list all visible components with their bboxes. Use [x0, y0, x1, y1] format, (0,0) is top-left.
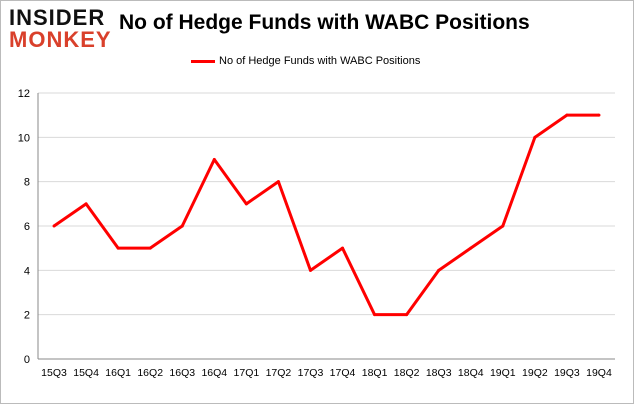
data-point: [341, 246, 345, 250]
data-point: [180, 224, 184, 228]
y-tick-label: 12: [18, 88, 30, 100]
data-point: [437, 268, 441, 272]
y-tick-label: 0: [24, 354, 30, 366]
x-tick-label: 18Q1: [362, 367, 388, 379]
logo-line1: INSIDER: [9, 5, 106, 30]
data-point: [52, 224, 56, 228]
data-point: [405, 313, 409, 317]
data-point: [597, 113, 601, 117]
data-point: [148, 246, 152, 250]
y-tick-label: 6: [24, 221, 30, 233]
x-tick-label: 19Q1: [490, 367, 516, 379]
x-tick-label: 15Q4: [73, 367, 99, 379]
chart-title: No of Hedge Funds with WABC Positions: [119, 11, 530, 34]
legend: No of Hedge Funds with WABC Positions: [191, 55, 420, 67]
legend-swatch: [191, 59, 215, 63]
data-point: [244, 202, 248, 206]
x-tick-label: 18Q4: [458, 367, 484, 379]
x-tick-label: 19Q2: [522, 367, 548, 379]
data-point: [84, 202, 88, 206]
data-point: [308, 268, 312, 272]
x-tick-label: 15Q3: [41, 367, 67, 379]
data-point: [276, 180, 280, 184]
data-point: [212, 158, 216, 161]
series-line: [53, 113, 599, 317]
x-tick-label: 16Q1: [105, 367, 131, 379]
data-point: [565, 113, 569, 117]
x-tick-label: 17Q4: [330, 367, 356, 379]
insider-monkey-logo: INSIDER MONKEY: [9, 7, 112, 51]
x-tick-label: 19Q4: [586, 367, 612, 379]
data-point: [469, 246, 473, 250]
data-point: [116, 246, 120, 250]
x-tick-label: 17Q1: [234, 367, 260, 379]
x-tick-label: 16Q2: [137, 367, 163, 379]
x-tick-label: 19Q3: [554, 367, 580, 379]
x-tick-label: 18Q2: [394, 367, 420, 379]
y-tick-label: 10: [18, 132, 30, 144]
x-tick-label: 17Q2: [266, 367, 292, 379]
logo-line2: MONKEY: [9, 27, 112, 52]
y-tick-label: 2: [24, 310, 30, 322]
x-tick-label: 16Q4: [201, 367, 227, 379]
y-tick-label: 8: [24, 177, 30, 189]
data-point: [501, 224, 505, 228]
y-tick-label: 4: [24, 265, 30, 277]
legend-label: No of Hedge Funds with WABC Positions: [219, 55, 421, 67]
x-tick-label: 16Q3: [169, 367, 195, 379]
x-tick-label: 17Q3: [298, 367, 324, 379]
data-point: [373, 313, 377, 317]
data-point: [533, 135, 537, 139]
x-tick-label: 18Q3: [426, 367, 452, 379]
